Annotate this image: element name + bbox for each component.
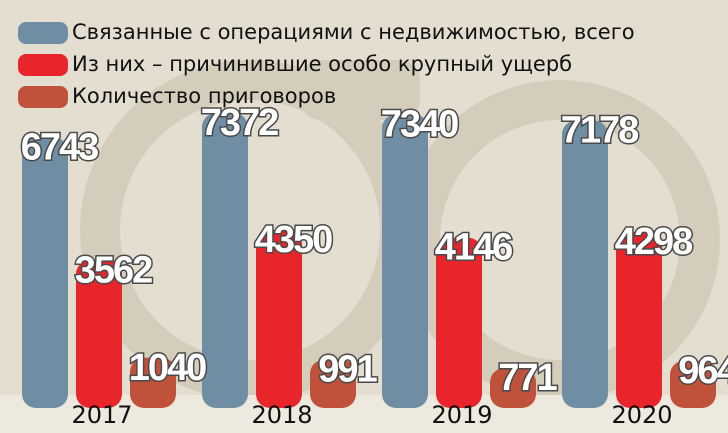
value-label: 7340 (381, 103, 458, 145)
bar (562, 121, 608, 409)
x-tick-label: 2018 (251, 401, 312, 429)
value-label: 4146 (435, 227, 512, 269)
value-label: 4350 (255, 219, 332, 261)
value-label: 3562 (75, 249, 152, 291)
bar (382, 114, 428, 408)
bar (22, 137, 68, 408)
x-tick-label: 2019 (431, 401, 492, 429)
value-label: 991 (318, 349, 377, 391)
value-label: 4298 (615, 221, 692, 263)
legend-swatch (18, 22, 68, 44)
value-label: 964 (678, 350, 728, 392)
x-tick-label: 2020 (611, 401, 672, 429)
bar (202, 113, 248, 408)
legend-swatch (18, 54, 68, 76)
legend-label: Связанные с операциями с недвижимостью, … (72, 20, 635, 44)
value-label: 1040 (129, 347, 206, 389)
legend-label: Из них – причинившие особо крупный ущерб (72, 52, 572, 76)
legend-swatch (18, 86, 68, 108)
value-label: 771 (498, 357, 557, 399)
value-label: 7178 (561, 110, 638, 152)
legend-label: Количество приговоров (72, 84, 336, 108)
value-label: 6743 (21, 126, 98, 168)
value-label: 7372 (201, 102, 278, 144)
x-tick-label: 2017 (71, 401, 132, 429)
chart: 2017 2018 2019 2020 6743 3562 1040 7372 4350 991 7… (0, 0, 728, 433)
